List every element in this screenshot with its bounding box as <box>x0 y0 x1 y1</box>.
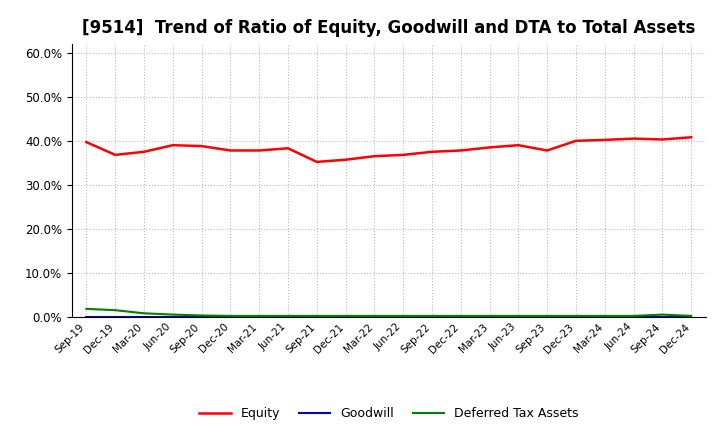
Line: Deferred Tax Assets: Deferred Tax Assets <box>86 309 691 316</box>
Goodwill <box>111 314 120 319</box>
Goodwill <box>485 314 494 319</box>
Equity <box>629 136 638 141</box>
Goodwill <box>370 314 379 319</box>
Goodwill <box>428 314 436 319</box>
Deferred Tax Assets <box>572 313 580 319</box>
Equity <box>485 145 494 150</box>
Equity <box>140 149 148 154</box>
Equity <box>226 148 235 153</box>
Equity <box>341 157 350 162</box>
Deferred Tax Assets <box>255 313 264 319</box>
Goodwill <box>312 314 321 319</box>
Goodwill <box>226 314 235 319</box>
Equity <box>111 152 120 158</box>
Goodwill <box>399 314 408 319</box>
Equity <box>600 137 609 143</box>
Deferred Tax Assets <box>284 313 292 319</box>
Goodwill <box>514 314 523 319</box>
Equity <box>312 159 321 165</box>
Goodwill <box>456 314 465 319</box>
Goodwill <box>687 314 696 319</box>
Deferred Tax Assets <box>111 308 120 313</box>
Goodwill <box>255 314 264 319</box>
Legend: Equity, Goodwill, Deferred Tax Assets: Equity, Goodwill, Deferred Tax Assets <box>194 402 583 425</box>
Goodwill <box>168 314 177 319</box>
Deferred Tax Assets <box>543 313 552 319</box>
Deferred Tax Assets <box>428 313 436 319</box>
Deferred Tax Assets <box>514 313 523 319</box>
Deferred Tax Assets <box>456 313 465 319</box>
Goodwill <box>658 314 667 319</box>
Deferred Tax Assets <box>140 311 148 316</box>
Deferred Tax Assets <box>658 312 667 317</box>
Deferred Tax Assets <box>82 306 91 312</box>
Equity <box>399 152 408 158</box>
Equity <box>543 148 552 153</box>
Deferred Tax Assets <box>399 313 408 319</box>
Equity <box>428 149 436 154</box>
Deferred Tax Assets <box>629 313 638 319</box>
Deferred Tax Assets <box>687 313 696 319</box>
Equity <box>572 138 580 143</box>
Equity <box>456 148 465 153</box>
Goodwill <box>600 314 609 319</box>
Deferred Tax Assets <box>312 313 321 319</box>
Deferred Tax Assets <box>485 313 494 319</box>
Deferred Tax Assets <box>370 313 379 319</box>
Equity <box>658 137 667 142</box>
Equity <box>284 146 292 151</box>
Deferred Tax Assets <box>168 312 177 317</box>
Deferred Tax Assets <box>341 313 350 319</box>
Deferred Tax Assets <box>197 313 206 318</box>
Goodwill <box>629 314 638 319</box>
Equity <box>687 135 696 140</box>
Goodwill <box>140 314 148 319</box>
Goodwill <box>341 314 350 319</box>
Goodwill <box>82 314 91 319</box>
Equity <box>255 148 264 153</box>
Title: [9514]  Trend of Ratio of Equity, Goodwill and DTA to Total Assets: [9514] Trend of Ratio of Equity, Goodwil… <box>82 19 696 37</box>
Equity <box>82 139 91 145</box>
Deferred Tax Assets <box>226 313 235 319</box>
Equity <box>168 143 177 148</box>
Goodwill <box>284 314 292 319</box>
Goodwill <box>197 314 206 319</box>
Line: Equity: Equity <box>86 137 691 162</box>
Equity <box>197 143 206 149</box>
Goodwill <box>543 314 552 319</box>
Deferred Tax Assets <box>600 313 609 319</box>
Equity <box>514 143 523 148</box>
Goodwill <box>572 314 580 319</box>
Equity <box>370 154 379 159</box>
